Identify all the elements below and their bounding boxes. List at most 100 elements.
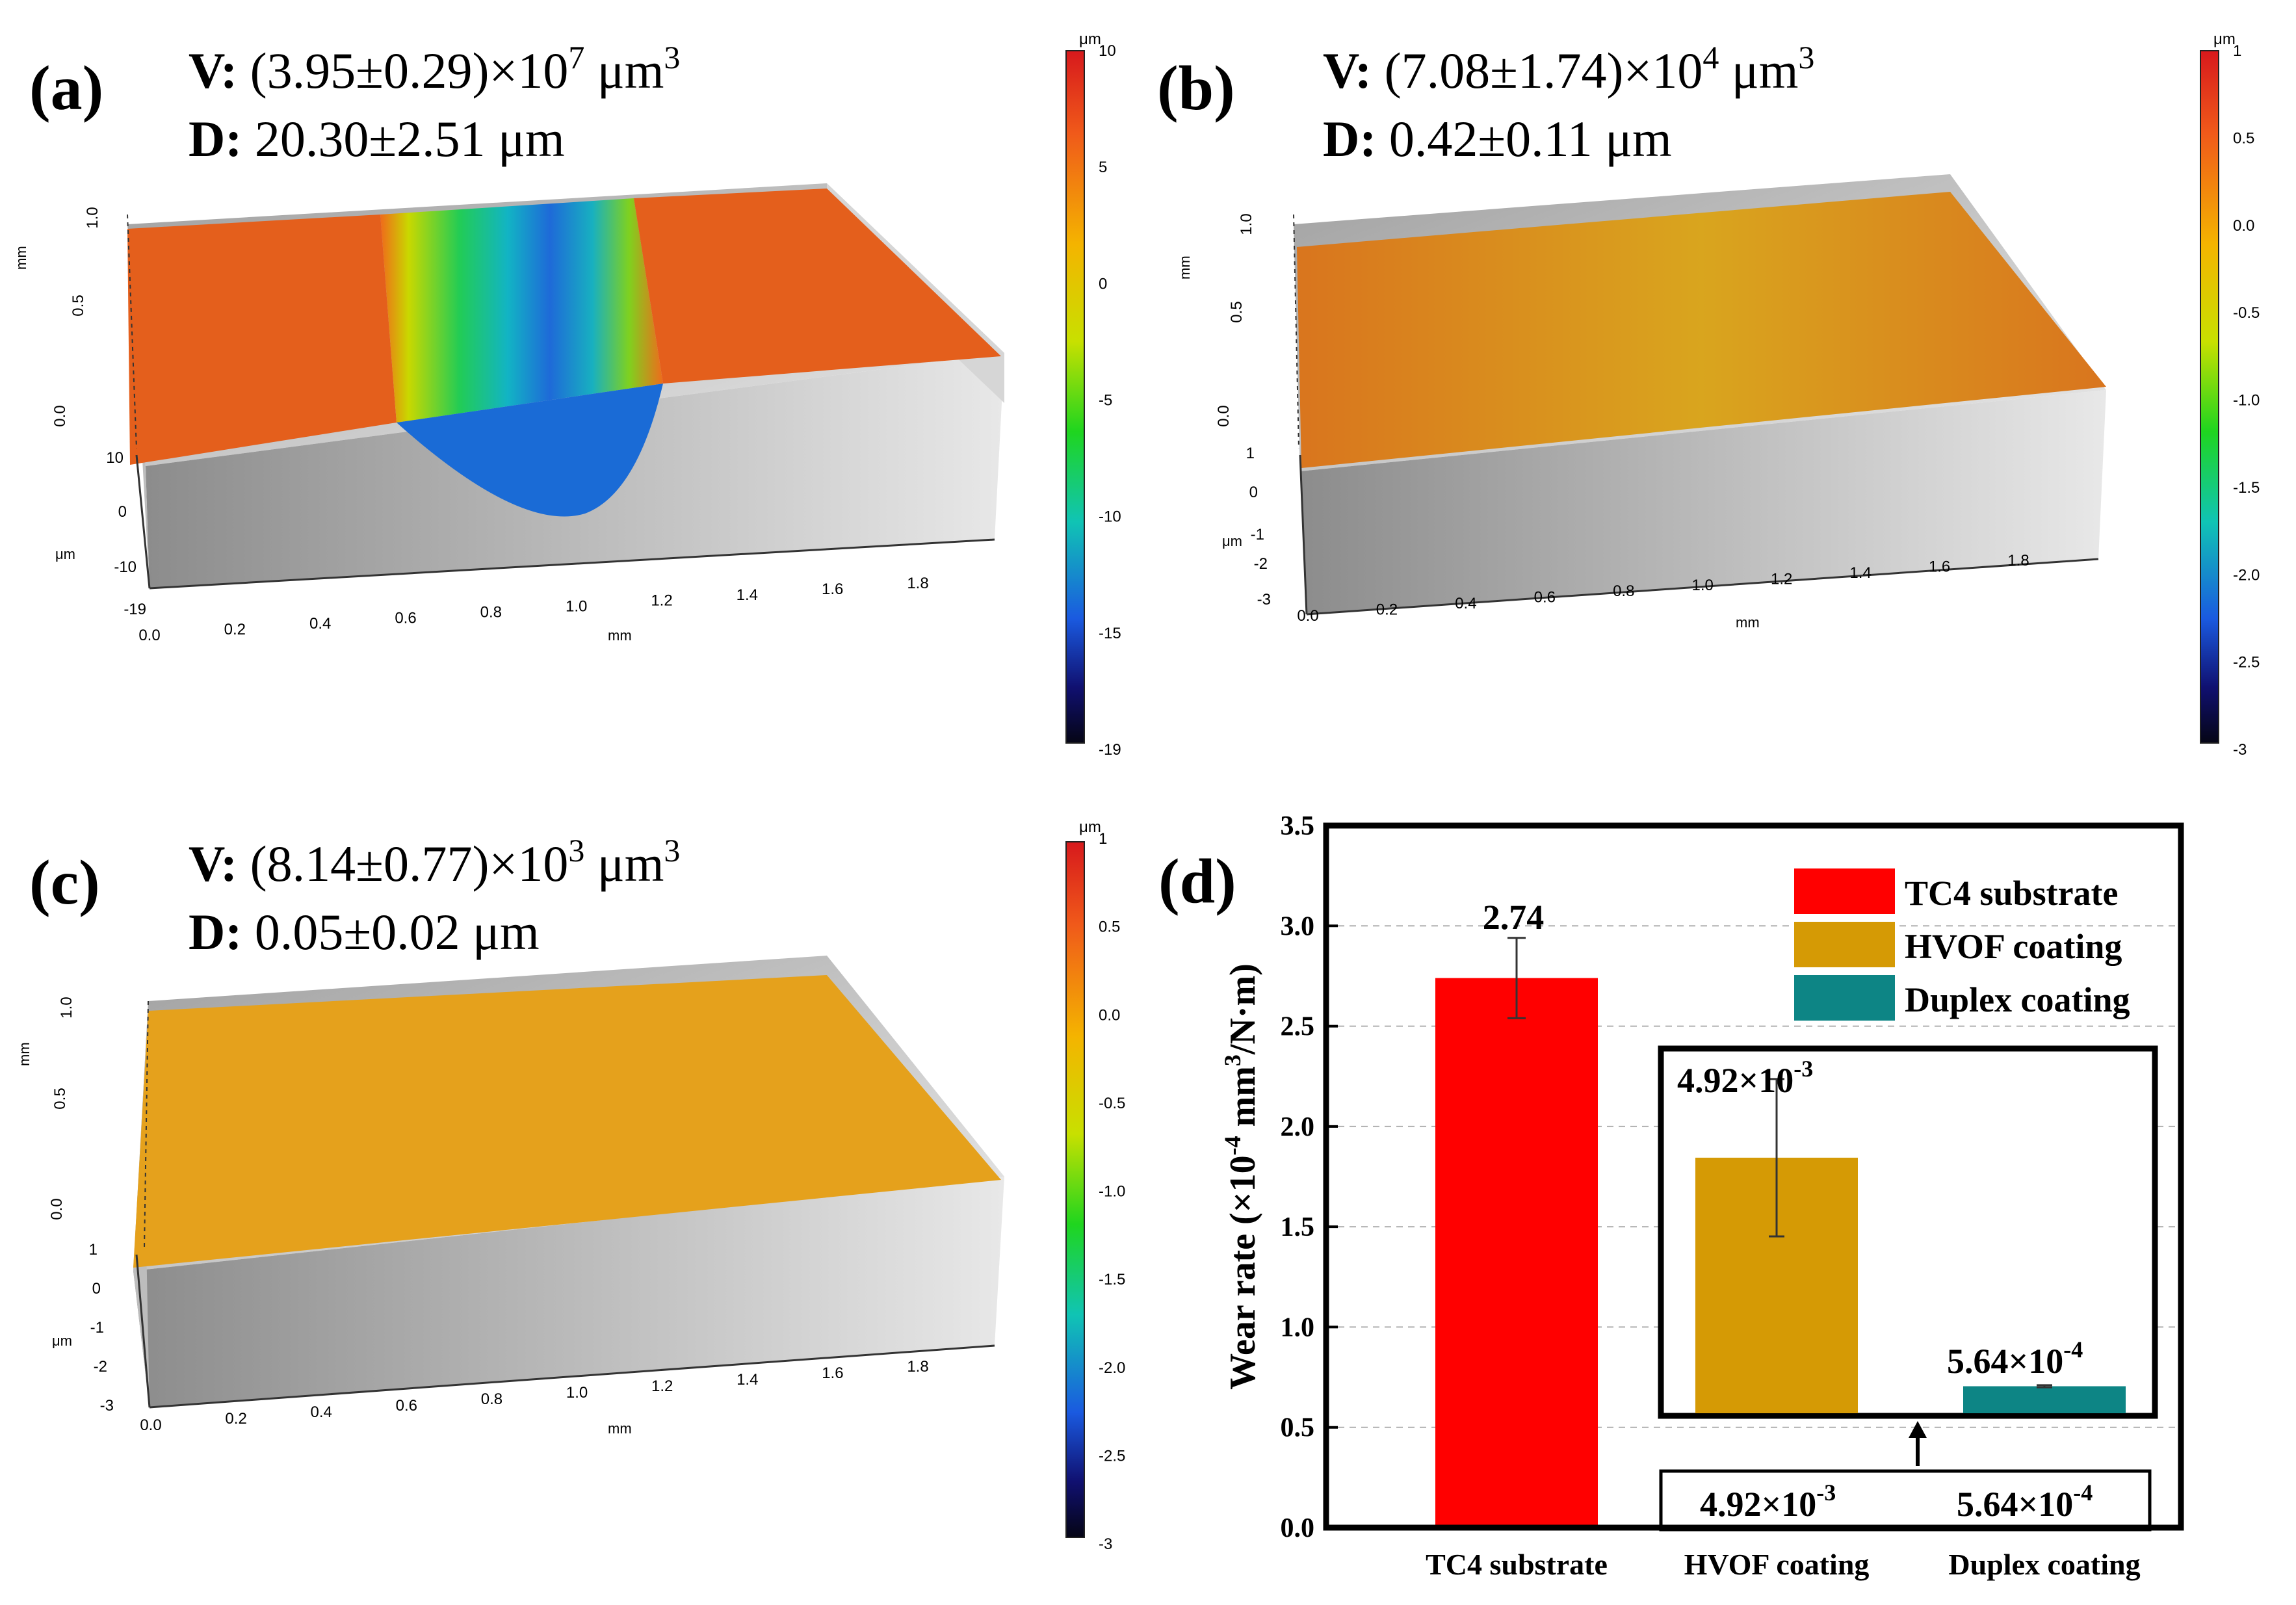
chart-d-y-tick: 1.0 (1281, 1312, 1315, 1342)
chart-d-bar-label: 2.74 (1483, 898, 1545, 937)
panel-a-depth: D: 20.30±2.51 μm (189, 111, 565, 167)
panel-a-colorbar-tick: -19 (1099, 741, 1121, 759)
chart-d: (d) 0.0 0.5 1.0 1.5 2.0 2.5 3.0 3.5 Wear rate (×1… (1158, 811, 2184, 1581)
panel-b-x-tick: 0.4 (1455, 595, 1476, 612)
panel-c-x-tick: 0.4 (311, 1403, 332, 1421)
panel-a-z-tick: 10 (106, 449, 124, 467)
panel-b-x-tick: 1.4 (1849, 564, 1871, 582)
chart-d-x-tick: TC4 substrate (1426, 1548, 1608, 1581)
panel-b-colorbar-tick: -1.0 (2233, 392, 2260, 410)
panel-c-colorbar-tick: 1 (1099, 830, 1107, 848)
panel-a-colorbar-tick: -15 (1099, 625, 1121, 642)
panel-a-colorbar-tick: -5 (1099, 392, 1112, 410)
panel-b-x-tick: 0.8 (1613, 582, 1634, 600)
panel-c-colorbar-tick: -3 (1099, 1535, 1112, 1553)
chart-d-inset-label: 5.64×10-4 (1947, 1337, 2083, 1381)
panel-a-groove-bottom (397, 384, 663, 517)
panel-a-x-axis (149, 538, 995, 590)
chart-d-inset-label: 4.92×10-3 (1677, 1056, 1813, 1100)
panel-b-x-tick: 1.2 (1771, 570, 1792, 588)
chart-d-y-tick: 2.0 (1281, 1112, 1315, 1142)
panel-c-y-axis (144, 1000, 149, 1249)
panel-b-colorbar-tick: -1.5 (2233, 479, 2260, 497)
panel-c-colorbar-tick: -2.5 (1099, 1447, 1125, 1465)
panel-b-x-axis (1306, 558, 2099, 616)
panel-c-x-unit: mm (608, 1420, 632, 1437)
panel-c-x-tick: 0.2 (225, 1410, 246, 1428)
chart-d-y-tick: 0.5 (1281, 1413, 1315, 1443)
panel-b-x-unit: mm (1736, 614, 1760, 631)
panel-c-colorbar-tick: -2.0 (1099, 1359, 1125, 1377)
panel-b-z-tick: -1 (1251, 526, 1264, 543)
panel-b-x-tick: 0.6 (1534, 589, 1556, 607)
panel-a-colorbar-unit: μm (1079, 31, 1101, 48)
panel-b-z-tick: 0 (1249, 484, 1258, 501)
chart-d-y-tick: 3.5 (1281, 811, 1315, 841)
panel-c-y-unit: mm (16, 1042, 33, 1066)
panel-c-z-tick: 1 (89, 1241, 98, 1259)
panel-c-x-tick: 1.6 (822, 1364, 843, 1382)
panel-b-volume: V: (7.08±1.74)×104 μm3 (1323, 39, 1814, 99)
chart-d-x-tick: Duplex coating (1948, 1548, 2140, 1581)
panel-c-volume: V: (8.14±0.77)×103 μm3 (189, 832, 680, 892)
panel-c-y-tick: 0.5 (51, 1088, 69, 1109)
panel-a-z-tick: -10 (114, 558, 137, 576)
chart-d-legend-swatch (1794, 868, 1895, 914)
panel-c-surface (133, 975, 1001, 1268)
panel-c-x-tick: 0.0 (140, 1416, 161, 1434)
panel-b-colorbar-unit: μm (2213, 31, 2236, 48)
chart-d-bottom-value: 4.92×10-3 (1700, 1480, 1836, 1524)
panel-a-y-tick: 1.0 (84, 207, 101, 228)
panel-b-x-tick: 0.2 (1376, 601, 1398, 619)
panel-b-colorbar-tick: -0.5 (2233, 304, 2260, 322)
panel-a-y-axis (127, 214, 137, 449)
panel-a (127, 183, 1004, 590)
panel-b-z-tick: -2 (1254, 555, 1268, 573)
chart-d-ylabel: Wear rate (×10-4 mm3/N·m) (1220, 963, 1263, 1390)
panel-a-x-tick: 1.0 (566, 598, 587, 616)
panel-a-z-axis (135, 454, 151, 589)
chart-d-y-tick: 0.0 (1281, 1513, 1315, 1543)
panel-c-colorbar-tick: -0.5 (1099, 1095, 1125, 1112)
panel-a-colorbar-tick: -10 (1099, 508, 1121, 526)
panel-c-x-tick: 0.6 (396, 1397, 417, 1415)
panel-c-y-tick: 1.0 (58, 997, 75, 1018)
panel-b-label: (b) (1157, 53, 1235, 124)
panel-a-y-tick: 0.5 (70, 294, 87, 316)
chart-d-bottom-box (1659, 1469, 2152, 1532)
panel-c-x-tick: 1.4 (737, 1371, 758, 1389)
panel-b-z-tick: -3 (1257, 591, 1271, 608)
panel-a-x-tick: 0.0 (138, 627, 160, 644)
panel-b-colorbar-tick: -2.5 (2233, 654, 2260, 672)
panel-b-x-tick: 1.0 (1692, 577, 1714, 594)
panel-b-colorbar-tick: -2.0 (2233, 566, 2260, 584)
chart-d-x-tick: HVOF coating (1684, 1548, 1870, 1581)
panel-b-y-unit: mm (1177, 255, 1193, 280)
panel-a-x-tick: 0.4 (309, 615, 331, 633)
panel-b-x-tick: 1.8 (2007, 552, 2029, 569)
panel-b-colorbar-tick: 0.5 (2233, 129, 2254, 147)
panel-c-label: (c) (29, 848, 100, 918)
panel-c-z-unit: μm (52, 1333, 72, 1349)
panel-a-volume: V: (3.95±0.29)×107 μm3 (189, 39, 680, 99)
panel-a-label: (a) (29, 53, 103, 124)
panel-b-y-tick: 0.5 (1228, 301, 1246, 322)
panel-a-colorbar-tick: 5 (1099, 159, 1107, 176)
panel-c-x-axis (149, 1344, 995, 1409)
panel-a-x-tick: 0.6 (395, 609, 416, 627)
chart-d-bar (1435, 978, 1598, 1528)
chart-d-legend-label: TC4 substrate (1905, 874, 2119, 913)
panel-c-z-tick: 0 (92, 1280, 101, 1298)
chart-d-y-tick: 3.0 (1281, 911, 1315, 941)
panel-c-y-tick: 0.0 (48, 1198, 66, 1220)
panel-c-colorbar (1065, 841, 1085, 1538)
panel-a-groove (380, 198, 663, 423)
panel-b-x-tick: 1.6 (1929, 558, 1950, 575)
panel-c (133, 956, 1004, 1409)
panel-c-colorbar-tick: -1.0 (1099, 1183, 1125, 1201)
panel-c-x-tick: 1.0 (566, 1384, 588, 1402)
chart-d-legend-label: HVOF coating (1905, 927, 2122, 966)
panel-b-z-unit: μm (1222, 533, 1242, 549)
panel-b-y-tick: 1.0 (1238, 213, 1255, 235)
panel-c-box-front (133, 1177, 1004, 1407)
